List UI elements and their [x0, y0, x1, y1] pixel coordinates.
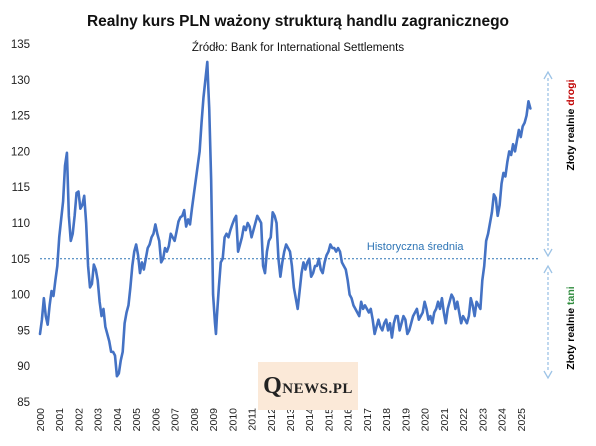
x-tick-label-2013: 2013: [285, 408, 297, 432]
upper-arrow-head-bottom: [543, 248, 553, 258]
chart-subtitle: Źródło: Bank for International Settlemen…: [191, 42, 405, 54]
x-tick-label-2015: 2015: [323, 408, 335, 432]
chart-title: Realny kurs PLN ważony strukturą handlu …: [86, 13, 510, 30]
side-label-expensive-prefix: Złoty realnie: [565, 106, 577, 171]
x-tick-label-2000: 2000: [35, 408, 47, 432]
side-label-cheap: Złoty realnie tani: [565, 286, 577, 370]
x-tick-label-2002: 2002: [73, 408, 85, 432]
x-axis-labels: 2000 2001 2002 2003 2004 2005 2006 2007 2008 2009…: [35, 408, 528, 432]
side-label-cheap-word: tani: [565, 286, 577, 305]
lower-arrow-head-top: [543, 264, 553, 274]
x-tick-label-2011: 2011: [247, 408, 259, 431]
x-tick-label-2007: 2007: [170, 408, 182, 432]
x-tick-label-2008: 2008: [189, 408, 201, 432]
watermark-logo: Q NEWS.PL: [258, 362, 358, 410]
watermark-rest: NEWS.PL: [282, 380, 353, 397]
y-tick-label-90: 90: [17, 361, 30, 373]
y-tick-label-120: 120: [11, 146, 30, 158]
x-tick-label-2004: 2004: [112, 408, 124, 432]
x-tick-label-2022: 2022: [458, 408, 470, 432]
y-tick-label-105: 105: [11, 254, 30, 266]
x-tick-label-2016: 2016: [343, 408, 355, 432]
x-tick-label-2005: 2005: [131, 408, 143, 432]
x-tick-label-2023: 2023: [477, 408, 489, 432]
side-label-cheap-prefix: Złoty realnie: [565, 305, 577, 370]
x-tick-label-2012: 2012: [266, 408, 278, 432]
x-tick-label-2018: 2018: [381, 408, 393, 432]
side-label-expensive: Złoty realnie drogi: [565, 79, 577, 170]
y-tick-label-115: 115: [12, 182, 30, 194]
y-tick-label-130: 130: [11, 75, 30, 87]
x-tick-label-2025: 2025: [516, 408, 528, 432]
y-tick-label-135: 135: [11, 39, 30, 51]
x-tick-label-2019: 2019: [400, 408, 412, 432]
y-tick-label-95: 95: [17, 325, 30, 337]
side-annotations: Złoty realnie drogi Złoty realnie tani: [543, 70, 577, 380]
side-label-expensive-word: drogi: [565, 79, 577, 105]
y-tick-label-125: 125: [11, 111, 30, 123]
y-tick-label-110: 110: [12, 218, 30, 230]
x-tick-label-2010: 2010: [227, 408, 239, 432]
historical-average-label: Historyczna średnia: [367, 241, 464, 253]
y-tick-label-85: 85: [17, 397, 30, 409]
upper-arrow-head-top: [543, 70, 553, 80]
x-tick-label-2001: 2001: [54, 408, 66, 432]
x-tick-label-2014: 2014: [304, 408, 316, 432]
x-tick-label-2024: 2024: [497, 408, 509, 432]
watermark-q: Q: [263, 372, 283, 399]
x-tick-label-2006: 2006: [150, 408, 162, 432]
x-tick-label-2017: 2017: [362, 408, 374, 432]
x-tick-label-2021: 2021: [439, 408, 451, 432]
series-group: [38, 60, 532, 378]
y-tick-label-100: 100: [11, 290, 30, 302]
y-axis-labels: 85 90 95 100 105 110 115 120 125 130 135: [11, 39, 30, 409]
lower-arrow-head-bottom: [543, 370, 553, 380]
series-line-0: [38, 60, 532, 378]
x-tick-label-2009: 2009: [208, 408, 220, 432]
x-tick-label-2020: 2020: [420, 408, 432, 432]
x-tick-label-2003: 2003: [93, 408, 105, 432]
